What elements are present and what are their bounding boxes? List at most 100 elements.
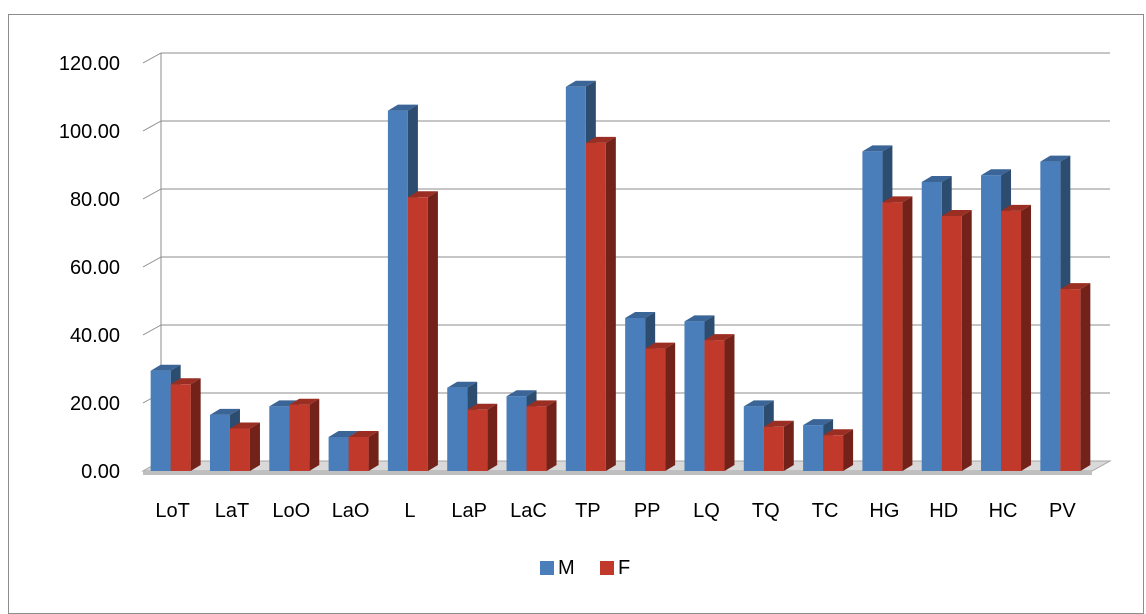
bar-top-m (150, 364, 181, 371)
gridline-depth (142, 52, 162, 64)
bar-m-lap (447, 387, 468, 471)
x-tick-label: LQ (693, 500, 720, 522)
legend-label-m: M (558, 557, 575, 579)
y-tick-label: 120.00 (59, 53, 120, 75)
bar-f-loo (289, 404, 310, 471)
x-tick-label: LaC (510, 500, 547, 522)
bar-top-m (565, 80, 596, 87)
gridline-depth (142, 324, 162, 336)
bar-f-tp (585, 142, 606, 471)
bar-top-f (289, 398, 320, 405)
bar-side-f (190, 378, 201, 471)
bar-m-pp (625, 318, 646, 471)
bar-top-f (1060, 283, 1091, 290)
bar-m-loo (269, 406, 290, 471)
bar-top-f (704, 334, 735, 341)
y-tick-label: 20.00 (70, 393, 120, 415)
bar-side-f (249, 422, 260, 471)
bar-side-f (368, 431, 379, 471)
x-tick-label: TQ (752, 500, 780, 522)
bar-top-f (763, 420, 794, 427)
bar-m-lat (209, 414, 230, 471)
y-tick-label: 100.00 (59, 121, 120, 143)
bar-top-f (882, 196, 913, 203)
bar-top-m (387, 104, 418, 111)
bar-top-f (645, 342, 676, 349)
bar-top-m (447, 381, 478, 388)
bar-top-f (467, 403, 498, 410)
bar-top-f (526, 400, 557, 407)
bar-top-m (209, 408, 240, 415)
bar-f-tq (763, 426, 784, 471)
y-tick-label: 0.00 (81, 461, 120, 483)
bar-side-f (724, 334, 735, 471)
bar-m-pv (1040, 161, 1061, 471)
bar-top-m (921, 176, 952, 182)
x-tick-label: LoO (272, 500, 310, 522)
bar-side-f (1080, 283, 1091, 471)
bar-side-f (487, 403, 498, 471)
bar-f-lac (526, 406, 547, 471)
bar-m-tp (565, 86, 586, 472)
legend-swatch-m (540, 561, 554, 575)
bar-top-m (625, 312, 656, 318)
x-tick-label: LaP (451, 500, 487, 522)
bar-m-l (387, 110, 408, 471)
bar-f-pv (1060, 289, 1081, 471)
bar-m-lac (506, 396, 527, 471)
bar-f-lao (348, 437, 369, 471)
gridline-depth (142, 188, 162, 200)
x-tick-label: HD (929, 500, 958, 522)
x-tick-label: LoT (155, 500, 189, 522)
bar-top-f (170, 378, 201, 385)
y-tick-label: 60.00 (70, 257, 120, 279)
gridline-depth (142, 256, 162, 268)
bar-side-f (1021, 204, 1032, 471)
bar-m-hd (921, 182, 942, 471)
bar-top-f (585, 136, 616, 143)
bar-f-lot (170, 384, 191, 471)
bar-side-f (546, 400, 557, 471)
bar-m-tq (743, 406, 764, 471)
bar-side-f (665, 342, 676, 471)
bar-f-l (407, 197, 428, 472)
bar-top-m (803, 419, 834, 426)
x-tick-label: L (404, 500, 415, 522)
bar-top-f (941, 210, 972, 216)
bar-side-f (902, 196, 913, 471)
bar-top-f (1001, 204, 1032, 211)
bar-side-f (605, 136, 616, 471)
bar-m-lq (684, 321, 705, 471)
bar-top-m (743, 400, 774, 407)
bar-f-hd (941, 216, 962, 471)
x-tick-label: LaT (215, 500, 249, 522)
bar-top-m (1040, 155, 1071, 162)
bar-side-f (309, 398, 320, 471)
bar-f-hg (882, 202, 903, 471)
x-tick-label: PP (634, 500, 661, 522)
bar-side-f (961, 210, 972, 471)
gridline-depth (142, 120, 162, 132)
bar-top-f (823, 429, 854, 436)
bar-f-lat (229, 428, 250, 471)
x-tick-label: HG (869, 500, 899, 522)
x-tick-label: TP (575, 500, 601, 522)
bar-f-lap (467, 409, 488, 471)
bar-top-m (684, 315, 715, 322)
legend-label-f: F (618, 557, 630, 579)
bar-top-f (348, 431, 379, 437)
bar-f-lq (704, 340, 725, 471)
bar-f-pp (645, 348, 666, 471)
bar-side-f (843, 429, 854, 471)
bar-side-f (427, 191, 438, 472)
bar-m-hc (981, 175, 1002, 471)
bar-m-lao (328, 437, 349, 471)
x-tick-label: PV (1049, 500, 1076, 522)
x-tick-label: TC (812, 500, 839, 522)
legend-swatch-f (600, 561, 614, 575)
bar-f-hc (1001, 210, 1022, 471)
bar-top-f (407, 191, 438, 198)
x-tick-label: HC (989, 500, 1018, 522)
bar-m-hg (862, 151, 883, 471)
